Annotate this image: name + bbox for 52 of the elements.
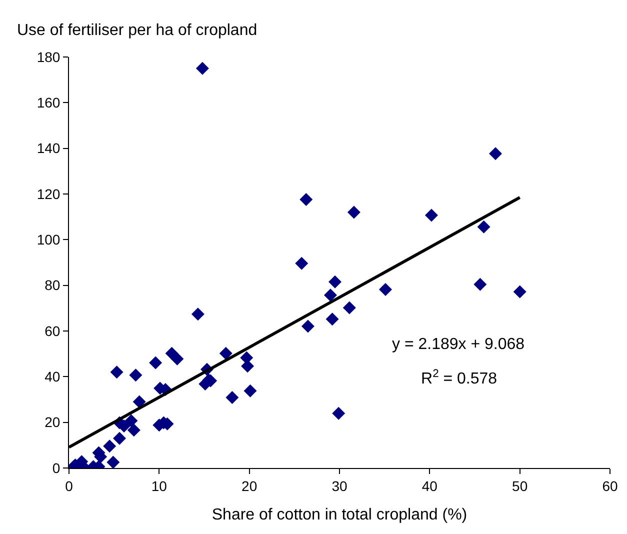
point [226, 390, 239, 404]
y-tick-label: 140 [36, 140, 60, 156]
y-tick-label: 20 [44, 414, 60, 430]
y-tick-label: 120 [36, 186, 60, 202]
annotation: R$^{2}$ = 0.578 [421, 368, 498, 388]
y-tick-label: 60 [44, 322, 60, 339]
point [191, 308, 204, 321]
point [347, 206, 360, 219]
x-tick-label: 30 [332, 478, 348, 494]
point [474, 278, 487, 291]
point [488, 147, 502, 160]
point [241, 360, 254, 373]
point [219, 346, 232, 360]
point [127, 424, 140, 437]
y-tick-label: 160 [36, 94, 60, 111]
annotation: y = 2.189x + 9.068 [392, 336, 525, 353]
point [170, 352, 184, 366]
point [129, 368, 142, 382]
point [124, 414, 138, 428]
x-axis-title: Share of cotton in total cropland (%) [212, 506, 468, 524]
point [244, 384, 257, 398]
y-axis-title: Use of fertiliser per ha of cropland [17, 22, 258, 39]
point [513, 285, 526, 298]
point [103, 440, 116, 453]
point [342, 301, 356, 314]
point [300, 192, 313, 206]
point [477, 220, 490, 234]
y-tick-label: 80 [44, 277, 60, 294]
point [328, 275, 342, 288]
point [112, 432, 126, 445]
y-tick-label: 0 [52, 460, 60, 476]
point [295, 256, 308, 270]
point [132, 395, 146, 408]
point [332, 406, 346, 420]
y-tick-label: 180 [36, 48, 60, 65]
point [149, 356, 162, 370]
point [378, 282, 392, 296]
y-tick-label: 100 [36, 232, 60, 248]
x-tick-label: 60 [602, 478, 618, 494]
x-tick-label: 50 [512, 478, 528, 494]
point [106, 456, 120, 468]
x-tick-label: 20 [242, 478, 258, 494]
point [324, 288, 337, 302]
x-tick-label: 10 [151, 478, 168, 494]
x-tick-label: 0 [65, 478, 74, 494]
y-tick-label: 40 [44, 368, 60, 385]
point [424, 208, 438, 222]
point [110, 366, 124, 379]
x-tick-label: 40 [422, 478, 438, 494]
point [326, 312, 339, 326]
point [196, 62, 209, 75]
point [301, 320, 314, 333]
